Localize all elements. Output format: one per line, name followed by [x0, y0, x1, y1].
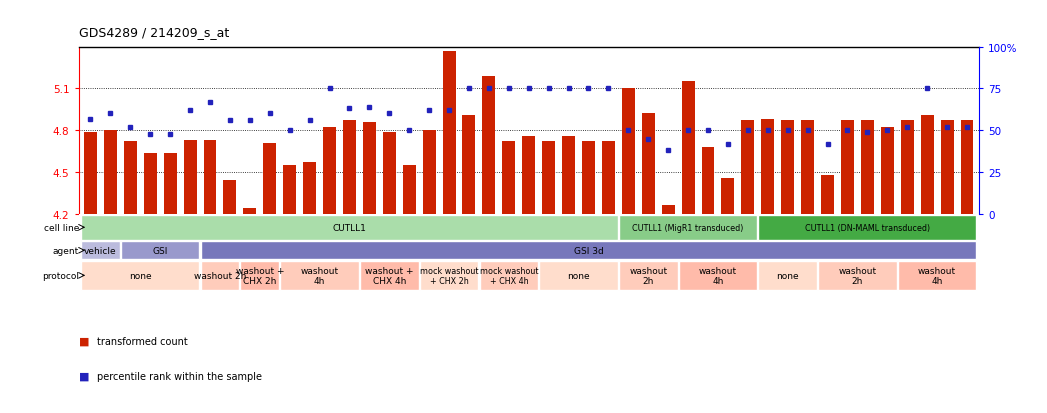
- Bar: [900, 121, 914, 214]
- Text: protocol: protocol: [42, 271, 79, 280]
- Bar: [841, 121, 854, 214]
- Text: washout
2h: washout 2h: [629, 266, 667, 285]
- Bar: [861, 121, 874, 214]
- Bar: [619, 215, 757, 240]
- Bar: [881, 128, 894, 214]
- Text: transformed count: transformed count: [97, 336, 188, 346]
- Bar: [104, 131, 117, 214]
- Bar: [84, 132, 97, 214]
- Bar: [562, 136, 575, 214]
- Text: none: none: [129, 271, 152, 280]
- Bar: [443, 52, 455, 214]
- Text: cell line: cell line: [44, 223, 79, 232]
- Bar: [363, 123, 376, 214]
- Text: CUTLL1 (MigR1 transduced): CUTLL1 (MigR1 transduced): [632, 223, 743, 232]
- Text: CUTLL1 (DN-MAML transduced): CUTLL1 (DN-MAML transduced): [805, 223, 930, 232]
- Text: washout +
CHX 4h: washout + CHX 4h: [365, 266, 414, 285]
- Text: ■: ■: [79, 371, 89, 381]
- Text: washout +
CHX 2h: washout + CHX 2h: [236, 266, 284, 285]
- Bar: [920, 116, 934, 214]
- Bar: [721, 178, 734, 214]
- Bar: [622, 89, 634, 214]
- Bar: [781, 121, 795, 214]
- Bar: [758, 215, 977, 240]
- Text: mock washout
+ CHX 2h: mock washout + CHX 2h: [420, 266, 478, 285]
- Bar: [463, 116, 475, 214]
- Bar: [522, 136, 535, 214]
- Text: vehicle: vehicle: [84, 246, 117, 255]
- Bar: [761, 120, 775, 214]
- Text: washout
4h: washout 4h: [699, 266, 737, 285]
- Bar: [283, 166, 296, 214]
- Bar: [960, 121, 974, 214]
- Bar: [480, 261, 538, 290]
- Bar: [582, 142, 595, 214]
- Bar: [701, 147, 714, 214]
- Bar: [539, 261, 618, 290]
- Bar: [81, 215, 618, 240]
- Bar: [304, 163, 316, 214]
- Text: percentile rank within the sample: percentile rank within the sample: [97, 371, 263, 381]
- Bar: [223, 181, 237, 214]
- Bar: [602, 142, 615, 214]
- Bar: [403, 166, 416, 214]
- Bar: [503, 142, 515, 214]
- Bar: [343, 121, 356, 214]
- Bar: [682, 82, 694, 214]
- Bar: [801, 121, 815, 214]
- Bar: [324, 128, 336, 214]
- Bar: [81, 242, 119, 260]
- Bar: [81, 261, 199, 290]
- Text: GDS4289 / 214209_s_at: GDS4289 / 214209_s_at: [79, 26, 229, 39]
- Bar: [143, 153, 157, 214]
- Text: CUTLL1: CUTLL1: [333, 223, 366, 232]
- Text: none: none: [567, 271, 589, 280]
- Bar: [243, 209, 257, 214]
- Bar: [821, 176, 834, 214]
- Text: GSI 3d: GSI 3d: [574, 246, 603, 255]
- Bar: [940, 121, 954, 214]
- Bar: [360, 261, 419, 290]
- Bar: [678, 261, 757, 290]
- Bar: [741, 121, 754, 214]
- Bar: [420, 261, 478, 290]
- Bar: [758, 261, 817, 290]
- Bar: [203, 141, 217, 214]
- Bar: [642, 114, 654, 214]
- Text: washout
2h: washout 2h: [839, 266, 876, 285]
- Bar: [483, 77, 495, 214]
- Bar: [163, 153, 177, 214]
- Bar: [263, 143, 276, 214]
- Text: washout
4h: washout 4h: [918, 266, 956, 285]
- Bar: [542, 142, 555, 214]
- Bar: [183, 141, 197, 214]
- Bar: [423, 131, 436, 214]
- Bar: [281, 261, 359, 290]
- Bar: [898, 261, 977, 290]
- Bar: [662, 206, 674, 214]
- Bar: [124, 142, 137, 214]
- Bar: [619, 261, 677, 290]
- Bar: [241, 261, 280, 290]
- Text: washout 2h: washout 2h: [194, 271, 246, 280]
- Bar: [201, 242, 977, 260]
- Text: none: none: [777, 271, 799, 280]
- Text: mock washout
+ CHX 4h: mock washout + CHX 4h: [480, 266, 538, 285]
- Text: washout
4h: washout 4h: [300, 266, 338, 285]
- Bar: [121, 242, 199, 260]
- Bar: [383, 132, 396, 214]
- Bar: [818, 261, 896, 290]
- Text: agent: agent: [52, 246, 79, 255]
- Text: GSI: GSI: [153, 246, 168, 255]
- Text: ■: ■: [79, 336, 89, 346]
- Bar: [201, 261, 240, 290]
